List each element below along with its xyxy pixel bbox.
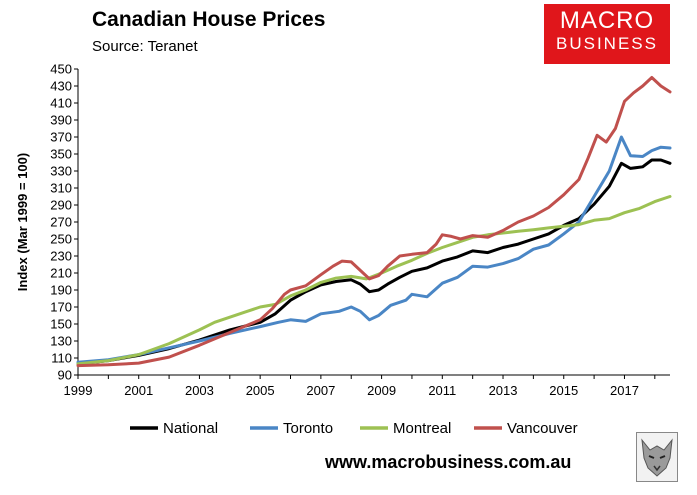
- y-tick-label: 370: [50, 130, 72, 145]
- y-tick-label: 230: [50, 249, 72, 264]
- series-line-montreal: [76, 195, 672, 366]
- x-tick-label: 2007: [306, 383, 335, 398]
- y-tick-label: 450: [50, 62, 72, 77]
- chart-title: Canadian House Prices: [92, 8, 326, 31]
- series-lines: [76, 76, 672, 368]
- legend-label-national: National: [163, 420, 218, 437]
- series-line-national: [76, 158, 672, 366]
- legend-label-toronto: Toronto: [283, 420, 333, 437]
- logo-line-2: BUSINESS: [556, 34, 658, 53]
- y-tick-label: 330: [50, 164, 72, 179]
- y-tick-label: 270: [50, 215, 72, 230]
- x-tick-label: 2013: [489, 383, 518, 398]
- x-tick-label: 2015: [549, 383, 578, 398]
- y-tick-label: 90: [58, 368, 72, 383]
- website-url[interactable]: www.macrobusiness.com.au: [325, 452, 572, 472]
- y-tick-label: 190: [50, 283, 72, 298]
- x-tick-label: 2001: [124, 383, 153, 398]
- y-tick-label: 290: [50, 198, 72, 213]
- y-axis-label: Index (Mar 1999 = 100): [15, 153, 30, 291]
- y-axis: 90 110 130 150 170 190 210 230 250 270 290 310 330 35…: [50, 62, 79, 383]
- y-tick-label: 310: [50, 181, 72, 196]
- y-tick-label: 250: [50, 232, 72, 247]
- y-tick-label: 210: [50, 266, 72, 281]
- macrobusiness-logo: MACRO BUSINESS: [544, 4, 670, 64]
- y-tick-label: 170: [50, 300, 72, 315]
- y-tick-label: 150: [50, 317, 72, 332]
- x-tick-label: 2003: [185, 383, 214, 398]
- series-line-vancouver: [76, 76, 672, 368]
- x-tick-label: 2017: [610, 383, 639, 398]
- series-line-toronto: [76, 135, 672, 364]
- y-tick-label: 130: [50, 334, 72, 349]
- legend-label-montreal: Montreal: [393, 420, 451, 437]
- x-tick-label: 1999: [64, 383, 93, 398]
- y-tick-label: 410: [50, 96, 72, 111]
- y-tick-label: 350: [50, 147, 72, 162]
- legend: National Toronto Montreal Vancouver: [130, 420, 578, 437]
- y-tick-label: 110: [51, 351, 72, 366]
- plot-area: [78, 69, 670, 375]
- legend-label-vancouver: Vancouver: [507, 420, 578, 437]
- y-tick-label: 390: [50, 113, 72, 128]
- x-tick-label: 2011: [428, 383, 456, 398]
- logo-line-1: MACRO: [559, 7, 655, 34]
- y-tick-label: 430: [50, 79, 72, 94]
- chart-subtitle: Source: Teranet: [92, 38, 198, 55]
- x-tick-label: 2009: [367, 383, 396, 398]
- x-tick-label: 2005: [246, 383, 275, 398]
- x-axis: 1999 2001 2003 2005 2007 2009 2011 2013 2015 2017: [64, 374, 670, 398]
- wolf-logo-icon: [636, 432, 678, 482]
